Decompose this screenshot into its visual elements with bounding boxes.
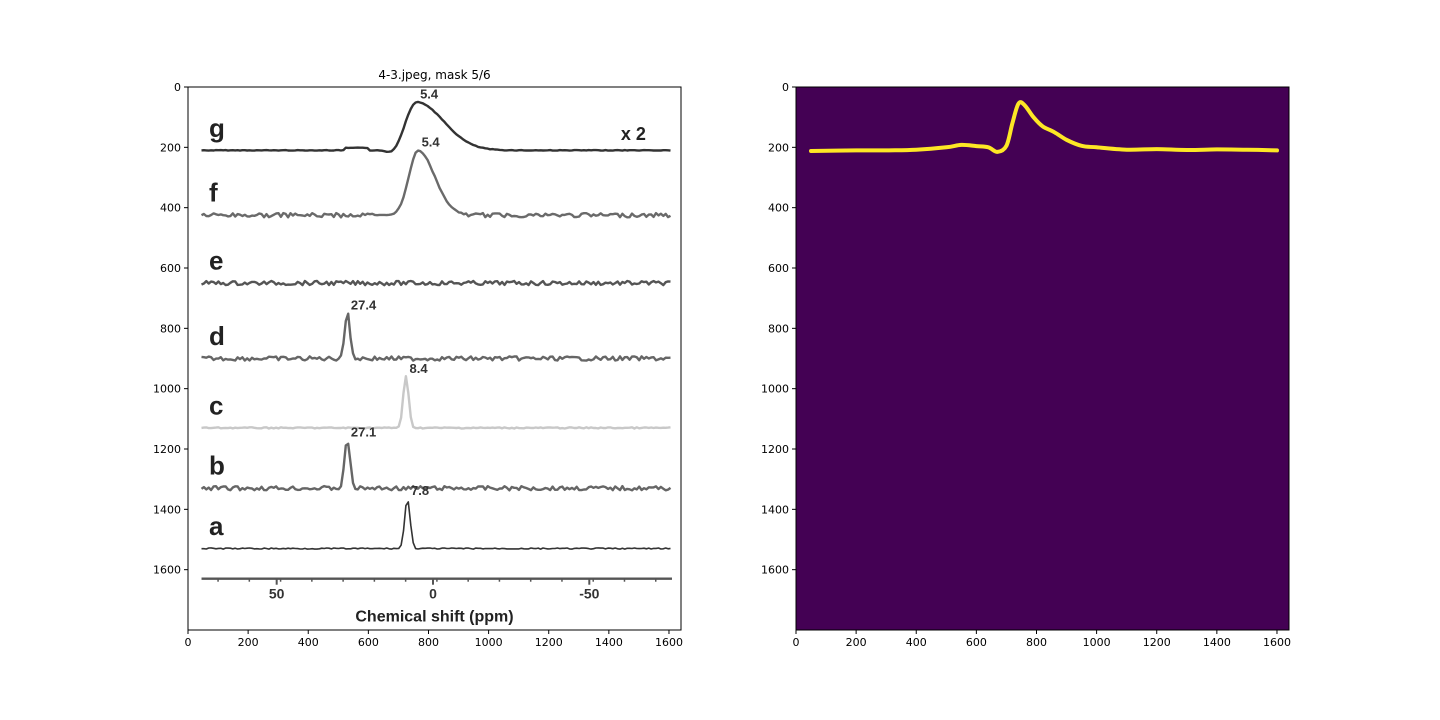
right-ytick-label: 600 xyxy=(768,262,789,275)
left-xtick-label: 1600 xyxy=(655,636,683,649)
right-xtick-label: 1400 xyxy=(1203,636,1231,649)
peak-label-b: 27.1 xyxy=(351,424,376,439)
right-ytick-label: 1000 xyxy=(761,383,789,396)
left-chart-title: 4-3.jpeg, mask 5/6 xyxy=(378,68,490,82)
right-ytick-label: 800 xyxy=(768,322,789,335)
right-x-axis: 0 200 400 600 800 1000 1200 1400 1600 xyxy=(793,630,1291,649)
left-xtick-label: 1200 xyxy=(535,636,563,649)
left-ytick-label: 0 xyxy=(174,81,181,94)
left-xtick-label: 400 xyxy=(298,636,319,649)
right-y-axis: 0 200 400 600 800 1000 1200 1400 1600 xyxy=(761,81,796,577)
spectrum-trace-b xyxy=(200,442,672,492)
right-ytick-label: 0 xyxy=(782,81,789,94)
left-ytick-label: 1600 xyxy=(153,564,181,577)
spectrum-trace-a xyxy=(201,501,671,550)
left-xtick-label: 0 xyxy=(185,636,192,649)
left-xtick-label: 1400 xyxy=(595,636,623,649)
left-xtick-label: 800 xyxy=(418,636,439,649)
right-axes-frame xyxy=(795,86,1290,631)
mask-background xyxy=(796,87,1289,630)
spectrum-trace-g xyxy=(201,100,671,153)
left-ytick-label: 1000 xyxy=(153,383,181,396)
left-ytick-label: 200 xyxy=(160,141,181,154)
ppm-axis-title: Chemical shift (ppm) xyxy=(355,609,513,626)
right-ytick-label: 1200 xyxy=(761,443,789,456)
left-ytick-label: 800 xyxy=(160,322,181,335)
right-ytick-label: 200 xyxy=(768,141,789,154)
spectrum-letter-e: e xyxy=(209,246,223,276)
scale-factor-label: x 2 xyxy=(621,124,646,144)
mask-curve xyxy=(809,100,1279,154)
spectrum-trace-c xyxy=(201,375,671,430)
left-y-axis: 0 200 400 600 800 1000 1200 1400 1600 xyxy=(153,81,188,577)
left-xtick-label: 600 xyxy=(358,636,379,649)
left-ytick-label: 600 xyxy=(160,262,181,275)
ppm-tick-label: 50 xyxy=(269,586,285,602)
spectrum-letter-b: b xyxy=(209,451,225,481)
spectrum-trace-e xyxy=(201,279,671,287)
right-xtick-label: 400 xyxy=(906,636,927,649)
spectrum-trace-f xyxy=(200,149,672,219)
left-ytick-label: 1400 xyxy=(153,503,181,516)
peak-label-g: 5.4 xyxy=(420,86,439,101)
ppm-tick-label: -50 xyxy=(579,586,599,602)
right-xtick-label: 600 xyxy=(966,636,987,649)
right-xtick-label: 1000 xyxy=(1083,636,1111,649)
peak-label-c: 8.4 xyxy=(410,361,429,376)
spectrum-letter-f: f xyxy=(209,178,218,208)
right-ytick-label: 1600 xyxy=(761,564,789,577)
right-ytick-label: 1400 xyxy=(761,503,789,516)
right-xtick-label: 200 xyxy=(846,636,867,649)
spectrum-letter-d: d xyxy=(209,321,225,351)
right-ytick-label: 400 xyxy=(768,202,789,215)
left-ytick-label: 1200 xyxy=(153,443,181,456)
ppm-tick-label: 0 xyxy=(429,586,437,602)
left-xtick-label: 1000 xyxy=(475,636,503,649)
left-panel: 4-3.jpeg, mask 5/6 g 5.4 f 5.4 e d 27.4 c 8.4 b 27… xyxy=(153,68,683,649)
left-x-axis: 0 200 400 600 800 1000 1200 1400 1600 xyxy=(185,630,683,649)
peak-label-f: 5.4 xyxy=(422,135,441,150)
spectrum-trace-d xyxy=(201,312,671,362)
right-xtick-label: 1200 xyxy=(1143,636,1171,649)
right-panel: 0 200 400 600 800 1000 1200 1400 1600 0 200 400 600… xyxy=(761,81,1291,649)
left-image-content: g 5.4 f 5.4 e d 27.4 c 8.4 b 27.1 a 7.8 x 2 50 0 -50 Chem… xyxy=(200,86,672,626)
spectrum-letter-c: c xyxy=(209,390,223,420)
peak-label-d: 27.4 xyxy=(351,298,377,313)
right-xtick-label: 1600 xyxy=(1263,636,1291,649)
right-xtick-label: 800 xyxy=(1026,636,1047,649)
right-xtick-label: 0 xyxy=(793,636,800,649)
left-xtick-label: 200 xyxy=(238,636,259,649)
left-ytick-label: 400 xyxy=(160,202,181,215)
spectrum-letter-a: a xyxy=(209,511,224,541)
left-axes-frame xyxy=(187,86,682,631)
spectrum-letter-g: g xyxy=(209,113,225,143)
peak-label-a: 7.8 xyxy=(411,483,429,498)
